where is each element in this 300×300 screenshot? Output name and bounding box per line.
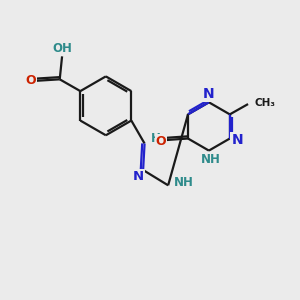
Text: NH: NH	[173, 176, 194, 189]
Text: CH₃: CH₃	[254, 98, 275, 108]
Text: H: H	[151, 132, 161, 145]
Text: OH: OH	[53, 42, 73, 55]
Text: N: N	[231, 133, 243, 147]
Text: O: O	[156, 135, 166, 148]
Text: N: N	[133, 170, 144, 183]
Text: NH: NH	[200, 153, 220, 166]
Text: N: N	[202, 87, 214, 101]
Text: O: O	[26, 74, 36, 87]
